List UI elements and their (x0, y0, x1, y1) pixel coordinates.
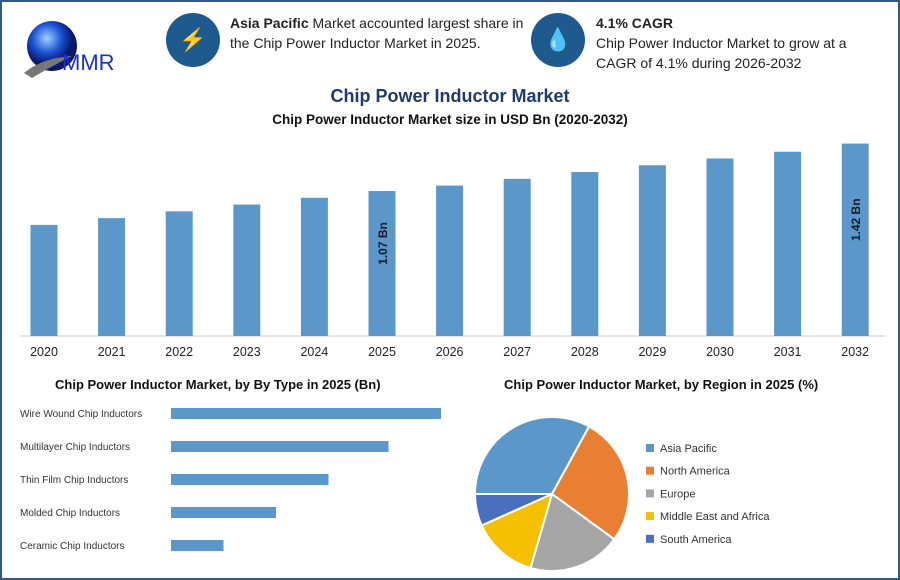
info-region-bold: Asia Pacific (230, 15, 309, 31)
bar-chart-title: Chip Power Inductor Market size in USD B… (272, 112, 628, 127)
info-cagr: 4.1% CAGR Chip Power Inductor Market to g… (596, 13, 876, 73)
lightning-icon: ⚡ (166, 13, 220, 67)
bar-2025 (368, 191, 396, 336)
bar-2026 (436, 185, 464, 336)
region-pie-chart: Asia Pacific North America Europe Middle Ea… (473, 416, 770, 572)
x-tick-label: 2029 (638, 345, 666, 359)
info-region-text: Market accounted largest share in the Ch… (230, 15, 524, 51)
type-bar (171, 507, 276, 518)
bar-2032 (841, 143, 869, 336)
pie-slice-asia-pacific (473, 416, 591, 495)
info-region: Asia Pacific Market accounted largest sh… (230, 13, 530, 53)
pie-slice-middle-east-and-africa (480, 492, 554, 570)
bar-2028 (571, 172, 599, 336)
growth-drop-icon: 💧 (531, 13, 585, 67)
x-tick-label: 2020 (30, 345, 58, 359)
x-tick-label: 2031 (774, 345, 802, 359)
legend-swatch (646, 444, 654, 452)
x-tick-label: 2027 (503, 345, 531, 359)
legend-label: Europe (660, 488, 695, 500)
mmr-logo: MMR (24, 21, 115, 78)
legend-label: North America (660, 466, 731, 478)
legend-swatch (646, 466, 654, 475)
market-size-bar-chart: 2020 2021 2022 2023 2024 2025 1.07 Bn 2026 2027 2… (20, 143, 885, 359)
type-bar (171, 408, 441, 419)
type-bar (171, 474, 329, 485)
x-tick-label: 2023 (233, 345, 261, 359)
data-label-2032: 1.42 Bn (849, 198, 863, 241)
legend-label: Asia Pacific (660, 443, 717, 455)
x-tick-label: 2021 (98, 345, 126, 359)
type-chart-title: Chip Power Inductor Market, by By Type i… (55, 377, 381, 392)
bar-2024 (300, 197, 328, 336)
x-tick-label: 2022 (165, 345, 193, 359)
legend-label: Middle East and Africa (660, 511, 770, 523)
cagr-title: 4.1% CAGR (596, 15, 674, 31)
bar-2030 (706, 158, 734, 336)
x-tick-label: 2028 (571, 345, 599, 359)
bar-2022 (165, 211, 193, 336)
pie-slice-north-america (550, 425, 630, 541)
bar-2031 (774, 151, 802, 336)
type-label: Multilayer Chip Inductors (20, 442, 130, 453)
data-label-2025: 1.07 Bn (376, 222, 390, 265)
pie-slice-south-america (473, 493, 553, 527)
type-bar (171, 540, 224, 551)
type-bar (171, 441, 389, 452)
x-tick-label: 2032 (841, 345, 869, 359)
bar-2027 (503, 178, 531, 336)
legend-swatch (646, 534, 654, 543)
type-label: Ceramic Chip Inductors (20, 541, 124, 552)
cagr-text: Chip Power Inductor Market to grow at a … (596, 35, 847, 71)
x-tick-label: 2024 (300, 345, 328, 359)
bar-2021 (98, 218, 126, 336)
type-label: Wire Wound Chip Inductors (20, 409, 142, 420)
bar-2020 (30, 224, 58, 336)
legend-swatch (646, 489, 654, 498)
region-chart-title: Chip Power Inductor Market, by Region in… (504, 377, 819, 392)
bar-2023 (233, 204, 261, 336)
svg-text:MMR: MMR (62, 50, 115, 75)
x-tick-label: 2030 (706, 345, 734, 359)
x-tick-label: 2026 (436, 345, 464, 359)
pie-slice-europe (529, 492, 616, 572)
bar-2029 (638, 165, 666, 336)
legend-swatch (646, 512, 654, 521)
x-tick-label: 2025 (368, 345, 396, 359)
main-title: Chip Power Inductor Market (330, 86, 570, 106)
type-bar-chart: Wire Wound Chip Inductors Multilayer Chip… (20, 408, 441, 552)
legend-label: South America (660, 534, 732, 546)
type-label: Molded Chip Inductors (20, 508, 120, 519)
type-label: Thin Film Chip Inductors (20, 475, 128, 486)
